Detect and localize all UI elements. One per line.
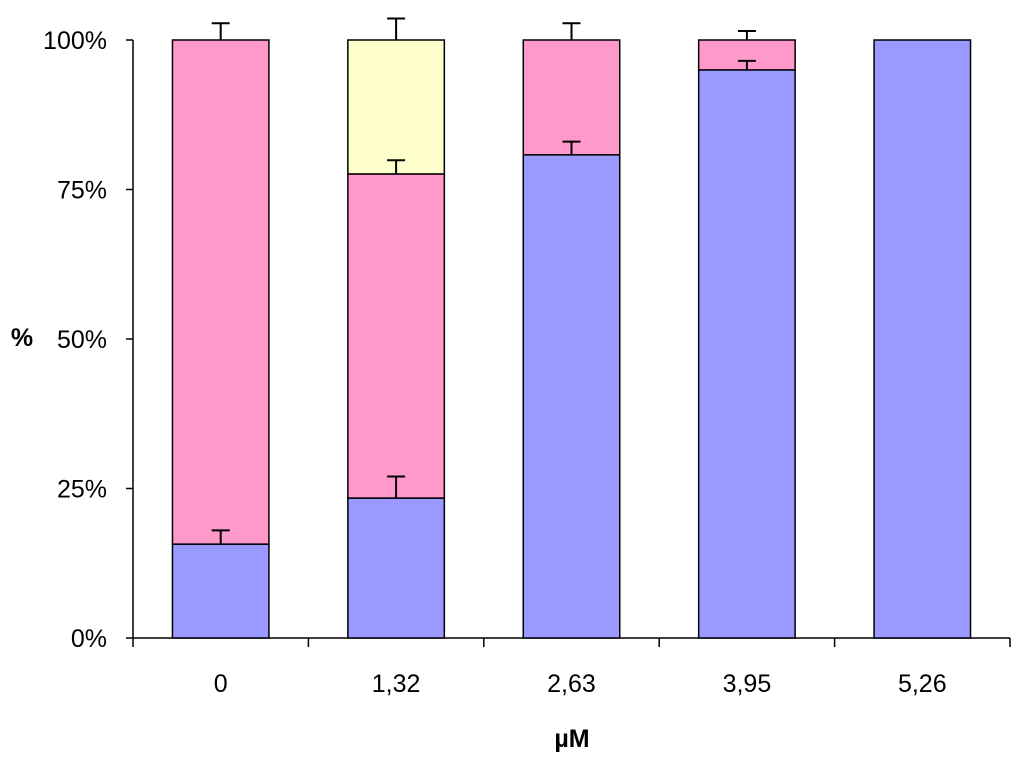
- y-tick-label: 100%: [43, 27, 107, 55]
- y-axis: 0% 25% 50% 75% 100%: [43, 27, 134, 653]
- y-axis-title: %: [11, 324, 33, 352]
- x-tick-label: 5,26: [898, 670, 947, 698]
- x-tick-label: 0: [214, 670, 228, 698]
- bar-segments: [171, 39, 972, 639]
- bar-segment: [347, 497, 446, 639]
- x-axis-title: µM: [554, 725, 589, 753]
- bar-segment: [347, 173, 446, 499]
- y-tick-label: 50%: [57, 326, 107, 354]
- bar-segment: [873, 39, 972, 639]
- bar-segment: [522, 154, 621, 639]
- bar-segment: [347, 39, 446, 175]
- x-axis-ticks: 0 1,32 2,63 3,95 5,26: [132, 638, 1011, 698]
- x-tick-label: 2,63: [547, 670, 596, 698]
- x-axis: 0 1,32 2,63 3,95 5,26: [132, 637, 1011, 698]
- y-axis-ticks: 0% 25% 50% 75% 100%: [43, 27, 133, 653]
- bar-segment: [697, 69, 796, 639]
- x-tick-label: 3,95: [723, 670, 772, 698]
- x-tick-label: 1,32: [372, 670, 421, 698]
- bar-segment: [522, 39, 621, 156]
- error-bars: [211, 17, 756, 545]
- bar-segment: [171, 39, 270, 545]
- bar-segment: [171, 543, 270, 639]
- y-tick-label: 75%: [57, 177, 107, 205]
- y-tick-label: 25%: [57, 476, 107, 504]
- y-tick-label: 0%: [71, 625, 107, 653]
